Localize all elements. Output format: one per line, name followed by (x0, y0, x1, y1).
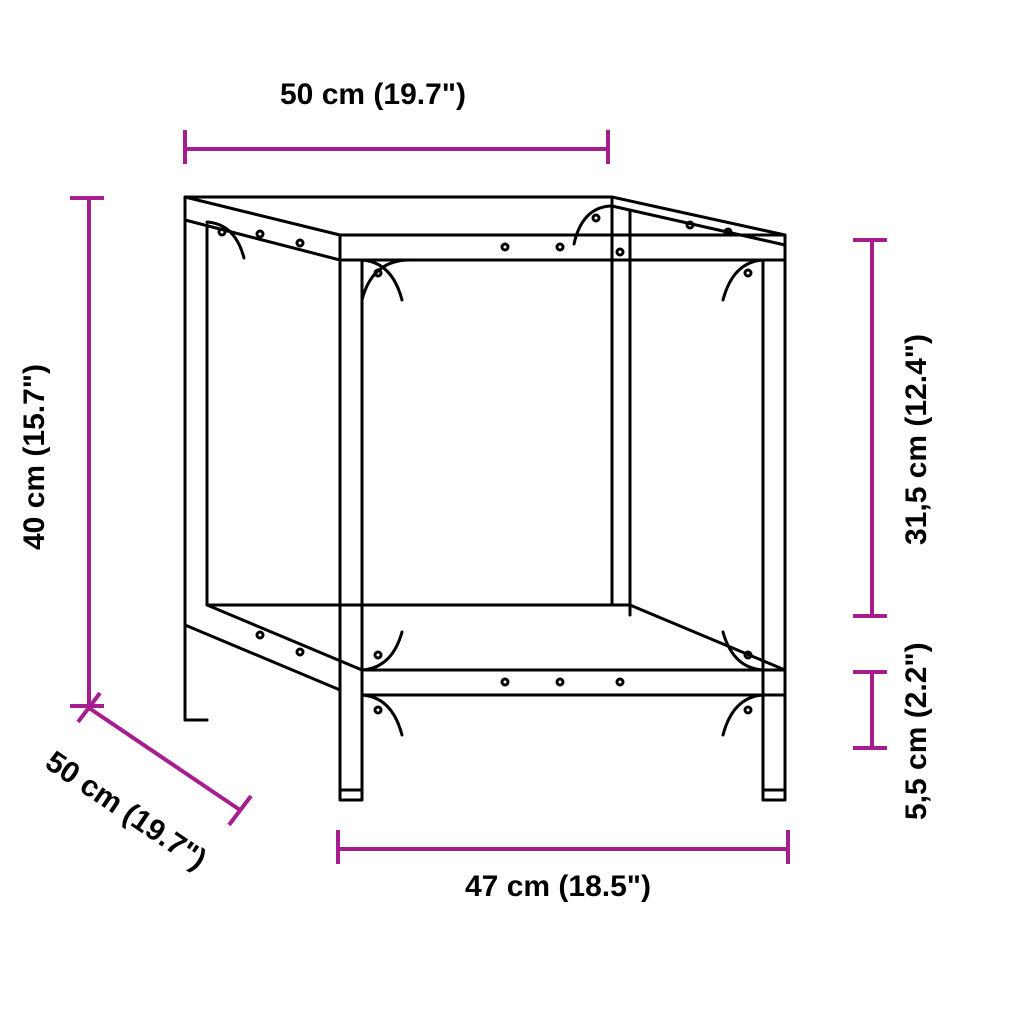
dimension-diagram: 50 cm (19.7") 40 cm (15.7") 50 cm (19.7"… (0, 0, 1024, 1024)
table-outline (0, 0, 1024, 1024)
